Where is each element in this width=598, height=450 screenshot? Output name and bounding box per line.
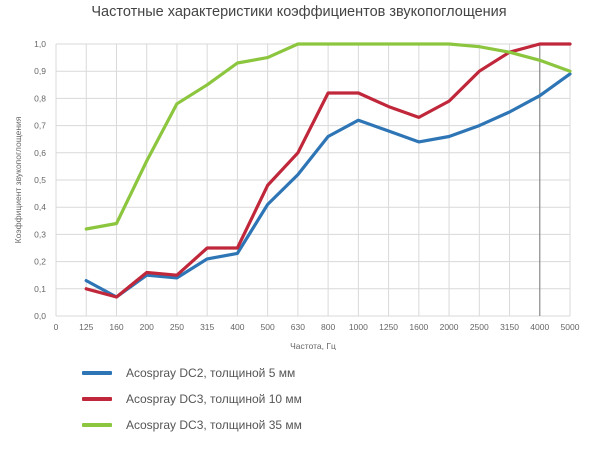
y-tick-label: 0,6 [34,148,46,158]
x-tick-label: 630 [291,322,305,332]
legend: Acospray DC2, толщиной 5 мм Acospray DC3… [82,360,302,438]
legend-label: Acospray DC3, толщиной 10 мм [126,392,302,406]
y-tick-label: 0,7 [34,121,46,131]
y-ticks: 0,0 0,1 0,2 0,3 0,4 0,5 0,6 0,7 0,8 0,9 1,0 [34,39,46,321]
x-tick-label: 5000 [561,322,580,332]
y-tick-label: 0,5 [34,175,46,185]
legend-label: Acospray DC3, толщиной 35 мм [126,418,302,432]
x-tick-label: 250 [170,322,184,332]
y-tick-label: 0,9 [34,66,46,76]
x-tick-label: 800 [321,322,335,332]
x-tick-label: 500 [261,322,275,332]
x-tick-label: 0 [54,322,59,332]
x-tick-label: 1250 [379,322,398,332]
y-tick-label: 0,1 [34,284,46,294]
legend-swatch [82,371,112,375]
x-tick-label: 315 [200,322,214,332]
legend-swatch [82,423,112,427]
x-tick-label: 4000 [530,322,549,332]
series-line-2 [84,42,572,299]
series-line-1 [84,72,572,299]
x-tick-label: 400 [230,322,244,332]
x-axis-label: Частота, Гц [290,341,336,350]
y-tick-label: 0,2 [34,257,46,267]
x-tick-label: 1000 [349,322,368,332]
y-tick-label: 0,8 [34,93,46,103]
x-tick-label: 2000 [440,322,459,332]
legend-item: Acospray DC3, толщиной 35 мм [82,412,302,438]
chart-svg: 0,0 0,1 0,2 0,3 0,4 0,5 0,6 0,7 0,8 0,9 1,0 0 125 16… [13,39,580,350]
legend-item: Acospray DC2, толщиной 5 мм [82,360,302,386]
chart-title: Частотные характеристики коэффициентов з… [91,4,507,20]
series-line-3 [84,42,572,231]
y-tick-label: 0,0 [34,311,46,321]
y-axis-label: Коэффициент звукопоглощения [13,116,23,243]
y-tick-label: 0,3 [34,229,46,239]
series-lines [84,42,572,299]
y-tick-label: 0,4 [34,202,46,212]
y-tick-label: 1,0 [34,39,46,49]
legend-label: Acospray DC2, толщиной 5 мм [126,366,296,380]
x-tick-label: 200 [140,322,154,332]
x-tick-label: 160 [109,322,123,332]
x-tick-label: 1600 [409,322,428,332]
grid [55,43,571,317]
legend-swatch [82,397,112,401]
x-tick-label: 125 [79,322,93,332]
x-ticks: 0 125 160 200 250 315 400 500 630 800 1000 1250 1600… [54,322,580,332]
x-tick-label: 2500 [470,322,489,332]
x-tick-label: 3150 [500,322,519,332]
legend-item: Acospray DC3, толщиной 10 мм [82,386,302,412]
